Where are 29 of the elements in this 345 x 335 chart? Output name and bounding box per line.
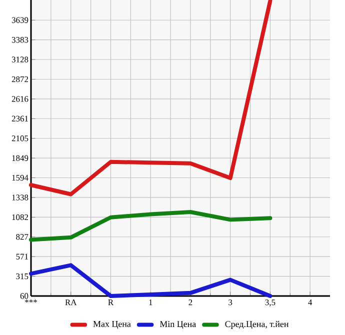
line-series — [29, 210, 272, 242]
legend-label: Min Цена — [160, 321, 196, 329]
y-tick-label: 827 — [16, 234, 28, 240]
line-series — [29, 263, 272, 298]
x-tick-label: 3 — [228, 300, 232, 306]
y-tick-label: 2105 — [12, 136, 28, 142]
legend-label: Max Цена — [93, 321, 131, 329]
y-tick-label: 60 — [20, 293, 28, 299]
y-tick-label: 1849 — [12, 155, 28, 161]
x-tick-label: RA — [65, 300, 77, 306]
y-tick-label: 571 — [16, 254, 28, 260]
x-tick-label: 1 — [149, 300, 152, 306]
x-tick-label: *** — [25, 300, 37, 303]
y-tick-label: 1338 — [12, 194, 28, 200]
legend-label: Сред.Цена, т.йен — [225, 320, 289, 329]
x-tick-label: 2 — [188, 300, 192, 306]
x-tick-label: R — [108, 300, 114, 306]
y-tick-label: 3639 — [12, 17, 28, 23]
y-tick-label: 2361 — [12, 116, 28, 122]
y-tick-label: 3128 — [12, 56, 28, 62]
y-tick-label: 315 — [16, 273, 28, 280]
x-tick-label: 4 — [308, 300, 312, 306]
y-tick-label: 2616 — [12, 96, 28, 102]
y-tick-label: 1082 — [12, 214, 28, 220]
y-tick-label: 1594 — [12, 174, 28, 181]
y-tick-label: 2872 — [12, 76, 28, 82]
x-tick-label: 3,5 — [265, 300, 276, 306]
line-series — [29, 0, 272, 196]
y-tick-label: 3383 — [12, 36, 28, 43]
